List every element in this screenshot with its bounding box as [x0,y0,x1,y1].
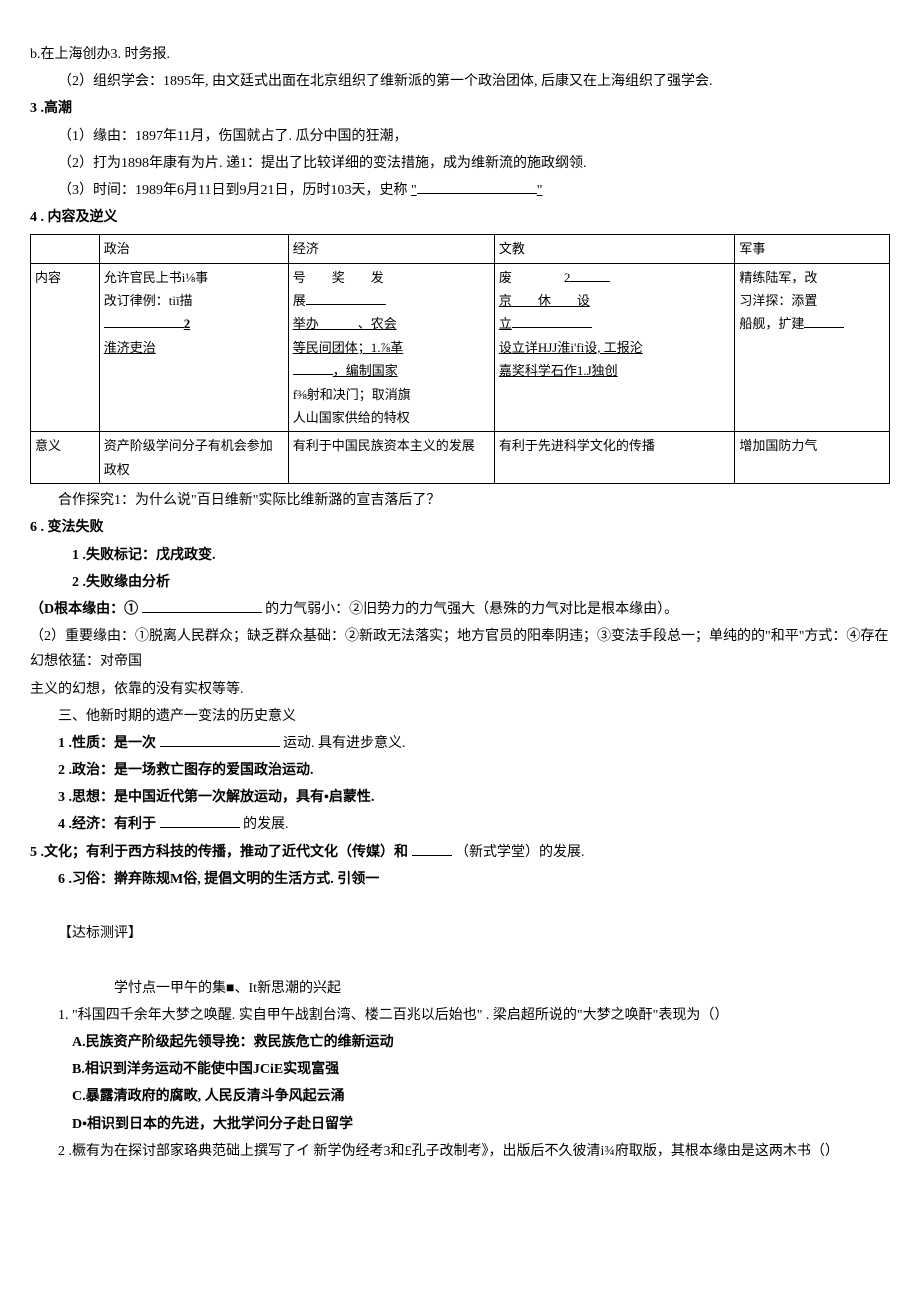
pol-c-num: 2 [184,316,191,331]
line-3-1: （1）缘由：1897年11月，伤国就占了. 瓜分中国的狂潮， [30,124,890,149]
fail-2: 2 .失败缘由分析 [30,570,890,595]
exam-sub: 学忖点一甲午的集■、It新思潮的兴起 [30,976,890,1001]
th-economy: 经济 [288,235,494,263]
fail-reason-1: （D根本缘由：① 的力气弱小：②旧势力的力气强大（悬殊的力气对比是根本缘由）。 [30,597,890,622]
legacy-1-blank [160,732,280,747]
legacy-1b: 运动. 具有进步意义. [283,736,406,751]
eco-blank2 [293,361,333,375]
explore-1: 合作探究1：为什么说"百日维新"实际比维新潞的宣吉落后了？ [30,488,890,513]
line-assoc: （2）组织学会：1895年, 由文廷式出面在北京组织了维新派的第一个政治团体, … [30,69,890,94]
legacy-4a: 4 .经济：有利于 [58,817,156,832]
td-politics: 允许官民上书i⅛事 改订律例：tiī描 2 淮济吏治 [99,263,288,432]
fail-reason-2b: 主义的幻想，依靠的没有实权等等. [30,677,890,702]
exam-title: 【达标测评】 [30,921,890,946]
pol-c: 2 [104,312,284,335]
mil-b: 习洋探：添置 [739,289,885,312]
legacy-5-blank [412,841,452,856]
eco-d: 等民间团体；1.⅞革 [293,336,490,359]
eco-b-text: 展 [293,293,306,308]
q2: 2 .橛有为在探讨部家珞典范础上撰写了イ 新学伪经考3和£孔子改制考》，出版后不… [30,1139,890,1164]
line-3-3a: （3）时间：1989年6月11日到9月21日，历时103天，史称 [58,183,407,198]
legacy-3: 3 .思想：是中国近代第一次解放运动，具有•启蒙性. [30,785,890,810]
cul-c: 立 [499,312,731,335]
pol-a: 允许官民上书i⅛事 [104,266,284,289]
heading-4: 4 . 内容及逆义 [30,205,890,230]
content-table: 政治 经济 文教 军事 内容 允许官民上书i⅛事 改订律例：tiī描 2 淮济吏… [30,234,890,484]
line-3-2: （2）打为1898年康有为片. 递1：提出了比较详细的变法措施，成为维新流的施政… [30,151,890,176]
legacy-5b: （新式学堂）的发展. [455,845,585,860]
fail-r2: （2）重要缘由：①脱离人民群众；缺乏群众基础：②新政无法落实；地方官员的阳奉阴违… [30,629,888,669]
cul-d: 设立详HJJ淮i'fi设, 工报沦 [499,336,731,359]
legacy-1a: 1 .性质：是一次 [58,736,156,751]
mil-blank [804,314,844,328]
legacy-4: 4 .经济：有利于 的发展. [30,812,890,837]
cul-a-text: 废 2 [499,270,571,285]
th-military: 军事 [735,235,890,263]
th-culture: 文教 [494,235,735,263]
q1-b: B.相识到洋务运动不能使中国JCiE实现富强 [30,1057,890,1082]
fail-blank [142,598,262,613]
q1: 1. "科国四千余年大梦之唤醒. 实自甲午战割台湾、楼二百兆以后始也" . 梁启… [30,1003,890,1028]
legacy-6: 6 .习俗：擀弃陈规M俗, 提倡文明的生活方式. 引领一 [30,867,890,892]
eco-b: 展 [293,289,490,312]
td-military: 精练陆军，改 习洋探：添置 船舰，扩建 [735,263,890,432]
td-meaning-eco: 有利于中国民族资本主义的发展 [288,432,494,484]
heading-6: 6 . 变法失败 [30,515,890,540]
td-content-label: 内容 [31,263,100,432]
blank-quote-close: " [537,183,543,198]
td-culture: 废 2 京 休 设 立 设立详HJJ淮i'fi设, 工报沦 嘉奖科学石作1.J独… [494,263,735,432]
mil-c-text: 船舰，扩建 [739,316,804,331]
legacy-4b: 的发展. [243,817,289,832]
line-b: b.在上海创办3. 时务报. [30,42,890,67]
heading-3-text: 3 .高潮 [30,101,72,116]
cul-a: 废 2 [499,266,731,289]
heading-4-text: 4 . 内容及逆义 [30,210,118,225]
mil-c: 船舰，扩建 [739,312,885,335]
eco-e-text: ，编制国家 [333,363,398,378]
eco-g: 人山国家供给的特权 [293,406,490,429]
eco-a: 号 奖 发 [293,266,490,289]
fail-reason-2: （2）重要缘由：①脱离人民群众；缺乏群众基础：②新政无法落实；地方官员的阳奉阴违… [30,624,890,674]
cul-e: 嘉奖科学石作1.J独创 [499,359,731,382]
pol-blank [104,314,184,328]
eco-e: ，编制国家 [293,359,490,382]
q1-d: D•相识到日本的先进，大批学问分子赴日留学 [30,1112,890,1137]
q1-a: A.民族资产阶级起先领导挽：救民族危亡的维新运动 [30,1030,890,1055]
cul-b: 京 休 设 [499,289,731,312]
fail-r1b: 的力气弱小：②旧势力的力气强大（悬殊的力气对比是根本缘由）。 [265,602,678,617]
legacy-5a: 5 .文化；有利于西方科技的传播，推动了近代文化（传媒）和 [30,845,408,860]
th-blank [31,235,100,263]
table-row-content: 内容 允许官民上书i⅛事 改订律例：tiī描 2 淮济吏治 号 奖 发 展 举办… [31,263,890,432]
td-meaning-mil: 增加国防力气 [735,432,890,484]
q1-c: C.暴露清政府的腐畋, 人民反清斗争风起云涌 [30,1084,890,1109]
eco-f: f⅜射和决门；取消旗 [293,383,490,406]
td-meaning-pol: 资产阶级学问分子有机会参加政权 [99,432,288,484]
th-politics: 政治 [99,235,288,263]
eco-blank1 [306,291,386,305]
table-header-row: 政治 经济 文教 军事 [31,235,890,263]
legacy-1: 1 .性质：是一次 运动. 具有进步意义. [30,731,890,756]
legacy-2: 2 .政治：是一场救亡图存的爱国政治运动. [30,758,890,783]
fail-r1a: （D根本缘由：① [30,602,138,617]
td-meaning-cul: 有利于先进科学文化的传播 [494,432,735,484]
td-meaning-label: 意义 [31,432,100,484]
cul-blank1 [570,268,610,282]
legacy-4-blank [160,813,240,828]
blank-name [417,179,537,194]
td-economy: 号 奖 发 展 举办 、农会 等民间团体；1.⅞革 ，编制国家 f⅜射和决门；取… [288,263,494,432]
eco-c: 举办 、农会 [293,312,490,335]
line-3-3: （3）时间：1989年6月11日到9月21日，历时103天，史称 "" [30,178,890,203]
fail-1: 1 .失败标记：戊戌政变. [30,543,890,568]
cul-blank2 [512,314,592,328]
heading-legacy: 三、他新时期的遗产一变法的历史意义 [30,704,890,729]
mil-a: 精练陆军，改 [739,266,885,289]
pol-d: 淮济吏治 [104,336,284,359]
legacy-5: 5 .文化；有利于西方科技的传播，推动了近代文化（传媒）和 （新式学堂）的发展. [30,840,890,865]
pol-b: 改订律例：tiī描 [104,289,284,312]
table-row-meaning: 意义 资产阶级学问分子有机会参加政权 有利于中国民族资本主义的发展 有利于先进科… [31,432,890,484]
heading-6-text: 6 . 变法失败 [30,520,104,535]
heading-3: 3 .高潮 [30,96,890,121]
cul-c-text: 立 [499,316,512,331]
